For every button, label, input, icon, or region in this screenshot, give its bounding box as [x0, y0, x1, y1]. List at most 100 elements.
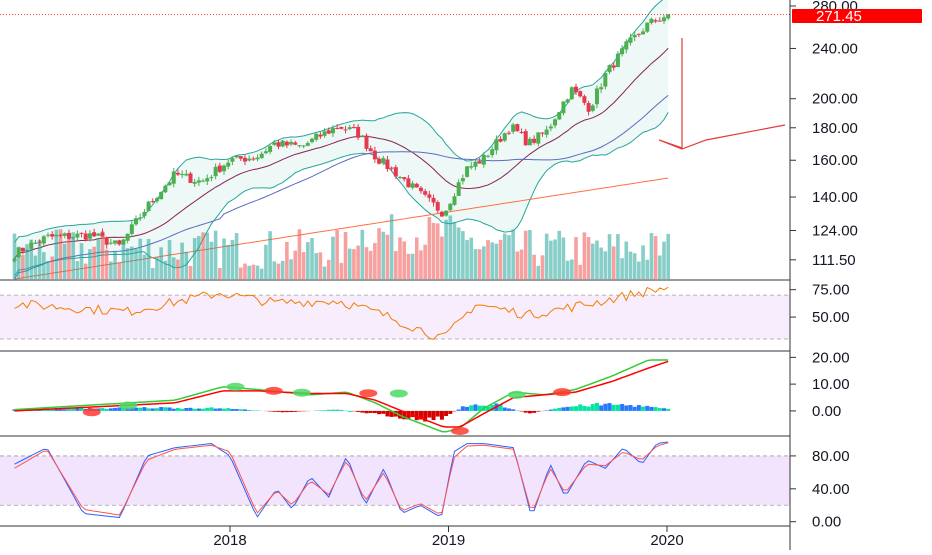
candle-body	[113, 240, 117, 243]
candle-body	[344, 129, 348, 130]
momentum-histogram-bar	[536, 411, 540, 412]
price-axis-tick-label: 111.50	[812, 252, 856, 269]
momentum-histogram-bar	[503, 408, 507, 411]
candle-body	[427, 194, 431, 197]
price-panel[interactable]	[0, 0, 790, 279]
candle-body	[264, 151, 268, 153]
candle-body	[536, 132, 540, 143]
candle-body	[256, 158, 260, 160]
candle-body	[251, 159, 255, 160]
candle-body	[71, 237, 75, 238]
candle-body	[637, 34, 641, 35]
momentum-histogram-bar	[666, 409, 670, 411]
candle-body	[486, 156, 490, 157]
momentum-histogram-bar	[230, 409, 234, 411]
momentum-histogram-bar	[201, 409, 205, 411]
volume-bar	[155, 257, 159, 279]
candle-body	[507, 133, 511, 134]
crossover-marker	[265, 387, 283, 395]
momentum-histogram-bar	[109, 408, 113, 411]
candle-body	[218, 166, 222, 172]
volume-bar	[402, 241, 406, 279]
momentum-histogram-bar	[348, 411, 352, 412]
volume-bar	[381, 232, 385, 279]
annotation-layer[interactable]	[659, 38, 785, 149]
candle-body	[582, 96, 586, 103]
volume-bar	[277, 264, 281, 279]
volume-bar	[562, 238, 566, 279]
candle-body	[465, 166, 469, 177]
candle-body	[511, 125, 515, 132]
price-axis-tick-label: 200.00	[812, 91, 858, 108]
volume-bar	[453, 222, 457, 279]
candle-body	[155, 198, 159, 201]
momentum-histogram-bar	[599, 405, 603, 410]
volume-bar	[528, 230, 532, 279]
volume-bar	[13, 234, 17, 279]
candle-body	[159, 192, 163, 199]
momentum-histogram-bar	[168, 407, 172, 410]
candle-body	[540, 133, 544, 134]
momentum-histogram-bar	[180, 409, 184, 411]
momentum-slow-line	[14, 361, 668, 427]
momentum-panel[interactable]	[12, 360, 670, 435]
momentum-histogram-bar	[628, 405, 632, 411]
momentum-histogram-bar	[461, 406, 465, 411]
momentum-histogram-bar	[323, 410, 327, 411]
candle-body	[260, 154, 264, 158]
momentum-histogram-bar	[100, 408, 104, 411]
volume-bar	[411, 254, 415, 279]
candle-body	[117, 240, 121, 244]
candle-body	[490, 149, 494, 155]
rsi-panel[interactable]	[0, 287, 790, 339]
volume-bar	[235, 233, 239, 279]
candle-body	[180, 174, 184, 175]
volume-bar	[486, 240, 490, 279]
candle-body	[524, 131, 528, 145]
down-arrow-annotation[interactable]	[659, 38, 785, 149]
volume-bar	[352, 249, 356, 279]
candle-body	[402, 177, 406, 179]
volume-bar	[444, 220, 448, 279]
momentum-histogram-bar	[318, 410, 322, 411]
volume-bar	[448, 216, 452, 279]
volume-bar	[63, 244, 67, 279]
volume-bar	[666, 234, 670, 279]
volume-bar	[604, 251, 608, 279]
momentum-histogram-bar	[578, 404, 582, 410]
momentum-histogram-bar	[293, 411, 297, 412]
rsi-axis-tick-label: 50.00	[812, 309, 850, 326]
candle-body	[616, 54, 620, 67]
rsi-axis-tick-label: 75.00	[812, 282, 850, 299]
volume-bar	[88, 249, 92, 279]
candle-body	[134, 218, 138, 224]
momentum-histogram-bar	[654, 407, 658, 411]
volume-bar	[511, 229, 515, 279]
crossover-marker	[226, 383, 244, 391]
volume-bar	[465, 240, 469, 279]
volume-bar	[210, 242, 214, 279]
candle-body	[385, 159, 389, 168]
volume-bar	[440, 237, 444, 279]
volume-bar	[97, 238, 101, 279]
momentum-histogram-bar	[327, 410, 331, 411]
candle-body	[432, 198, 436, 203]
volume-bar	[101, 231, 105, 279]
candle-body	[42, 236, 46, 243]
momentum-histogram-bar	[465, 407, 469, 411]
volume-bar	[164, 261, 168, 279]
volume-bar	[662, 242, 666, 279]
price-axis-tick-label: 180.00	[812, 120, 858, 137]
candle-body	[239, 156, 243, 159]
volume-bar	[55, 230, 59, 279]
candle-body	[21, 248, 25, 252]
stochastic-axis-tick-label: 80.00	[812, 448, 850, 465]
momentum-histogram-bar	[457, 409, 461, 410]
candle-body	[163, 186, 167, 192]
volume-bar	[557, 231, 561, 279]
stochastic-panel[interactable]	[0, 442, 790, 518]
candle-body	[293, 142, 297, 144]
volume-bar	[218, 268, 222, 279]
